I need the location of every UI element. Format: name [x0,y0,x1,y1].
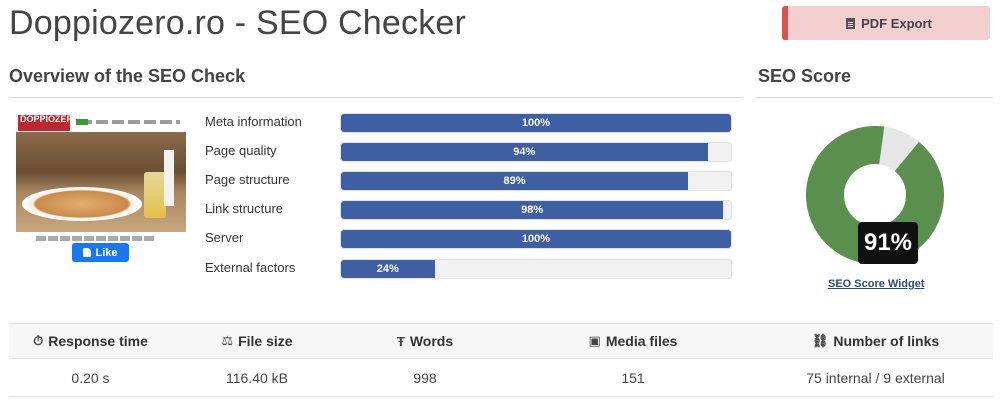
thumbs-up-icon [83,248,92,257]
seo-score-widget-link[interactable]: SEO Score Widget [828,278,925,290]
metric-progress-bar: 89% [340,171,732,191]
stats-header-cell: ▣ Media files [508,324,758,358]
metric-progress-bar: 94% [340,142,732,162]
stats-value-cell: 116.40 kB [225,369,288,386]
metric-percent: 94% [513,146,536,158]
score-divider [756,97,993,98]
scale-icon: ⚖ [221,333,234,348]
metric-label: Server [205,230,244,245]
link-icon: ⛓ [811,333,829,348]
stats-header-cell: ⚖ File size [172,324,342,358]
stats-value-cell: 151 [621,369,645,386]
stats-header-label: File size [238,333,293,349]
page-title: Doppiozero.ro - SEO Checker [9,4,467,42]
metric-progress-bar: 98% [340,200,732,220]
metric-progress-fill: 24% [341,260,435,278]
stats-value-row: 0.20 s 116.40 kB 998 151 75 internal / 9 ext… [9,359,993,397]
pizza-photo [16,132,186,232]
website-screenshot-thumbnail: DOPPIOZERO [16,114,186,232]
metric-progress-bar: 100% [340,113,732,133]
overview-title: Overview of the SEO Check [9,66,246,86]
metric-label: External factors [205,260,296,275]
thumbnail-caption [36,236,154,241]
site-logo: DOPPIOZERO [18,115,70,131]
metric-progress-fill: 89% [341,172,689,190]
pdf-export-button[interactable]: PDF Export [782,6,990,40]
metric-percent: 100% [521,117,551,129]
stats-header-cell: ⛓ Number of links [758,324,993,358]
seo-score-value: 91% [858,222,918,264]
stats-value-cell: 998 [413,369,437,386]
metric-percent: 89% [503,175,526,187]
stats-header-label: Media files [605,333,678,349]
facebook-like-button[interactable]: Like [72,243,129,262]
metric-progress-bar: 24% [340,259,732,279]
metric-progress-fill: 94% [341,143,708,161]
metric-progress-fill: 100% [341,230,731,248]
stats-header-label: Response time [48,333,148,349]
stats-header-label: Number of links [833,333,940,349]
stats-value-cell: 75 internal / 9 external [806,369,945,386]
metric-label: Page quality [205,143,277,158]
metric-label: Page structure [205,172,290,187]
stats-header-cell: ⏱ Response time [9,324,172,358]
metric-percent: 24% [376,263,399,275]
stats-table: ⏱ Response time ⚖ File size Ŧ Words ▣ Media fil… [9,323,993,397]
metric-percent: 98% [521,204,544,216]
stats-header-row: ⏱ Response time ⚖ File size Ŧ Words ▣ Media fil… [9,323,993,359]
stopwatch-icon: ⏱ [33,333,44,348]
stats-value-cell: 0.20 s [71,369,110,386]
seo-score-title: SEO Score [758,66,852,86]
file-pdf-icon [846,17,856,29]
like-label: Like [95,246,118,259]
site-nav-preview [76,119,180,125]
image-icon: ▣ [588,333,601,348]
metric-percent: 100% [521,233,551,245]
metric-label: Meta information [205,114,302,129]
overview-divider [9,97,743,98]
metric-progress-fill: 98% [341,201,724,219]
text-icon: Ŧ [396,333,405,349]
metric-progress-bar: 100% [340,229,732,249]
stats-header-cell: Ŧ Words [342,324,508,358]
pdf-export-label: PDF Export [861,15,932,31]
metric-label: Link structure [205,201,284,216]
stats-header-label: Words [409,333,454,349]
metric-progress-fill: 100% [341,114,731,132]
